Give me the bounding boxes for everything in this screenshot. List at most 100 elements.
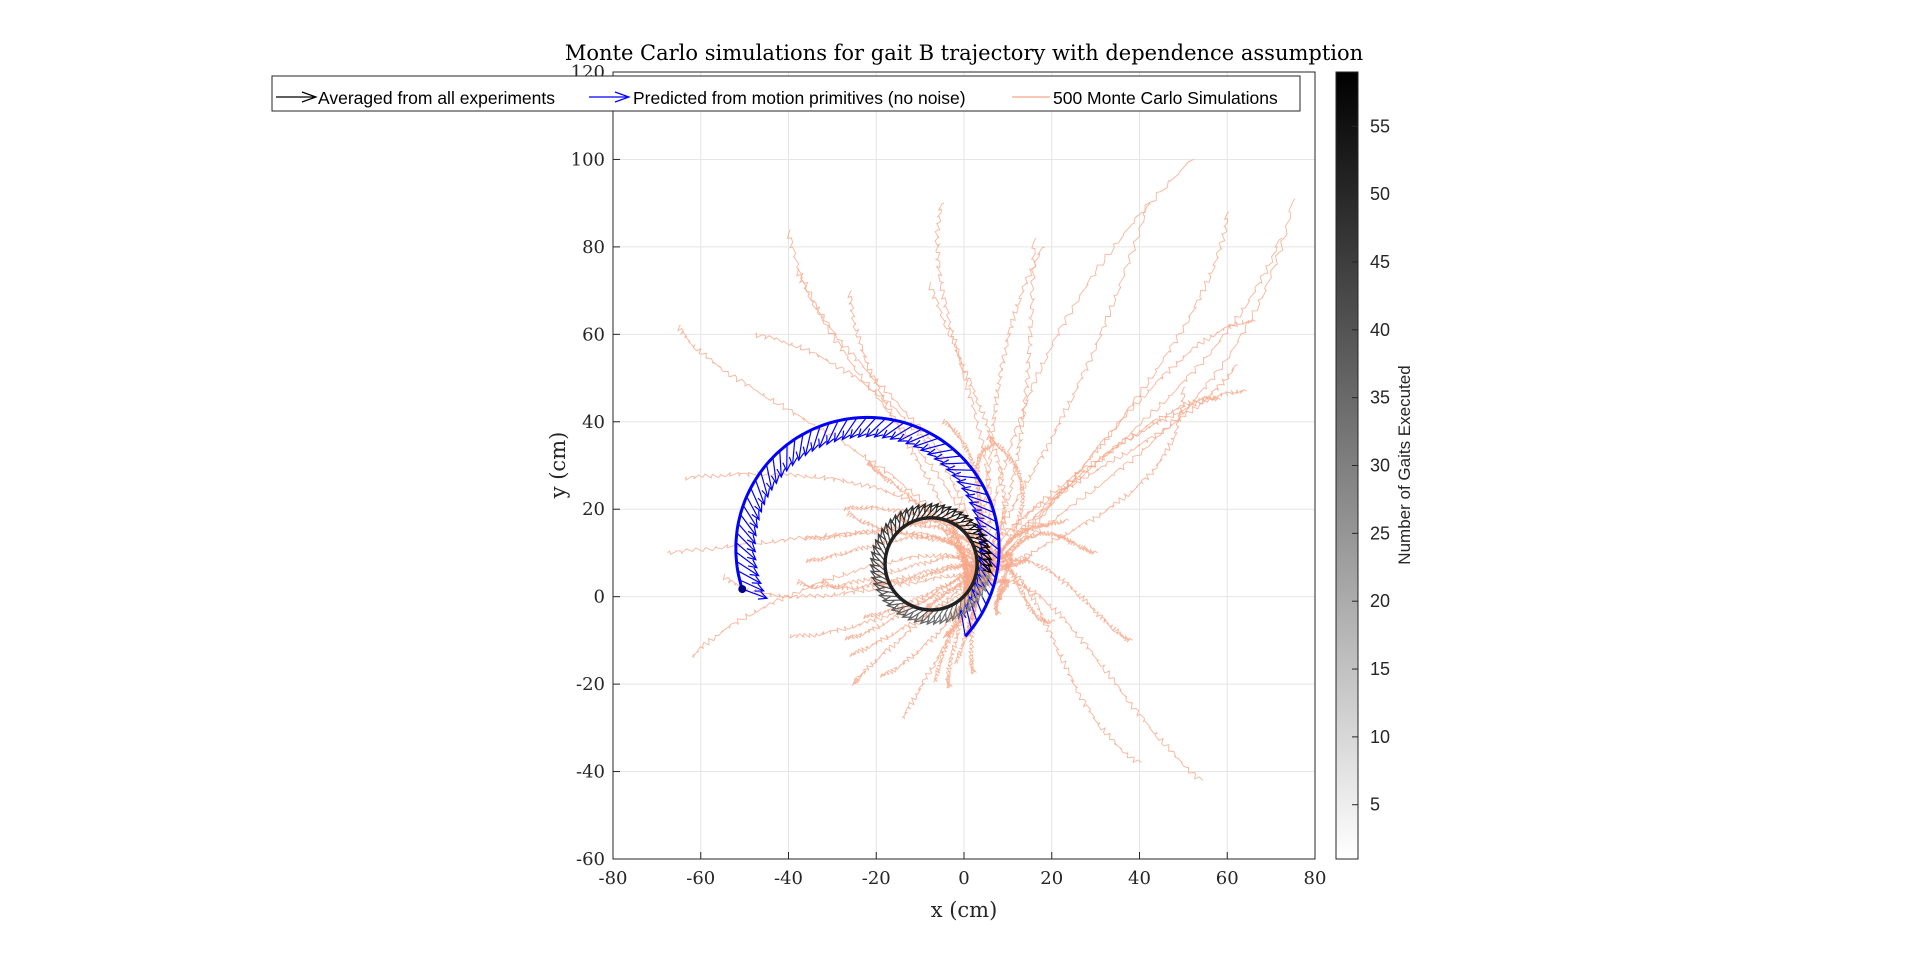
colorbar-tick-label: 50 xyxy=(1370,184,1390,204)
predicted-arrow xyxy=(818,422,830,449)
averaged-arrow xyxy=(869,563,887,577)
averaged-arrow xyxy=(964,591,974,613)
predicted-arrow xyxy=(736,560,760,577)
averaged-arrow xyxy=(968,587,978,608)
predicted-arrow xyxy=(939,459,968,469)
predicted-arrow xyxy=(765,464,775,492)
predicted-arrow xyxy=(760,471,771,499)
averaged-arrow xyxy=(964,529,986,539)
monte-carlo-line xyxy=(934,202,994,597)
averaged-arrow xyxy=(939,605,950,625)
predicted-arrow xyxy=(873,419,896,438)
colorbar-tick-label: 40 xyxy=(1370,320,1390,340)
predicted-arrow xyxy=(742,588,769,600)
y-tick-label: 80 xyxy=(582,237,605,258)
averaged-arrow xyxy=(870,576,891,586)
predicted-arrow xyxy=(912,437,939,449)
predicted-arrow xyxy=(841,417,858,441)
colorbar-ticks: 5 10 15 20 25 30 35 40 45 50 55 xyxy=(1352,116,1390,815)
legend-entry-averaged: Averaged from all experiments xyxy=(276,88,555,108)
averaged-arrow xyxy=(975,573,987,593)
averaged-arrow xyxy=(945,603,954,624)
y-tick-label: 100 xyxy=(571,149,605,170)
colorbar-title: Number of Gaits Executed xyxy=(1395,365,1414,564)
averaged-arrow xyxy=(919,502,933,520)
averaged-arrow xyxy=(975,553,993,568)
averaged-arrow xyxy=(976,568,989,587)
x-tick-label: -80 xyxy=(599,868,628,889)
averaged-arrow xyxy=(900,507,910,528)
legend-box xyxy=(271,75,1301,112)
predicted-arrow xyxy=(736,532,757,553)
averaged-arrow xyxy=(926,608,941,626)
y-tick-label: 60 xyxy=(582,324,605,345)
averaged-arrow xyxy=(895,606,916,616)
colorbar: 5 10 15 20 25 30 35 40 45 50 55 Number of Gaits Ex… xyxy=(1335,71,1414,860)
colorbar-tick-label: 55 xyxy=(1370,116,1390,136)
x-tick-label: -40 xyxy=(774,868,803,889)
x-tick-label: 60 xyxy=(1216,868,1239,889)
legend-arrow-icon-head xyxy=(614,91,631,103)
monte-carlo-line xyxy=(805,534,971,597)
predicted-arrow xyxy=(737,570,763,584)
predicted-arrow xyxy=(735,551,759,569)
averaged-arrow xyxy=(976,563,991,580)
predicted-series xyxy=(734,415,1001,638)
averaged-arrow xyxy=(974,548,993,561)
averaged-arrow xyxy=(885,600,907,609)
predicted-arrow xyxy=(889,425,914,440)
averaged-arrow xyxy=(869,570,889,582)
predicted-arrow xyxy=(742,505,759,529)
predicted-arrow xyxy=(945,465,974,475)
x-tick-label: -60 xyxy=(686,868,715,889)
averaged-arrow xyxy=(974,578,984,598)
averaged-path xyxy=(883,516,979,612)
predicted-arrow xyxy=(897,428,923,442)
averaged-arrow xyxy=(939,508,959,520)
legend-entry-predicted: Predicted from motion primitives (no noi… xyxy=(589,88,966,108)
predicted-arrow xyxy=(776,450,786,479)
averaged-arrow xyxy=(929,503,946,519)
predicted-arrow xyxy=(739,579,765,592)
y-tick-label: -20 xyxy=(576,674,605,695)
predicted-arrow xyxy=(904,432,931,445)
y-tick-label: -60 xyxy=(576,849,605,870)
x-tick-label: 20 xyxy=(1040,868,1063,889)
predicted-arrow xyxy=(849,417,867,440)
averaged-arrow xyxy=(891,513,900,535)
legend-label: 500 Monte Carlo Simulations xyxy=(1053,88,1278,108)
predicted-arrow xyxy=(750,487,763,514)
legend: Averaged from all experiments Predicted … xyxy=(271,75,1301,112)
predicted-arrow xyxy=(950,471,979,481)
monte-carlo-line xyxy=(963,434,1026,598)
x-axis: -80 -60 -40 -20 0 20 40 60 80 xyxy=(599,852,1327,889)
averaged-arrow xyxy=(895,510,905,532)
averaged-arrow xyxy=(950,601,959,622)
averaged-arrow xyxy=(869,557,887,572)
averaged-arrow xyxy=(944,511,964,521)
averaged-arrow xyxy=(967,534,989,544)
averaged-arrow xyxy=(934,505,952,519)
averaged-arrow xyxy=(874,586,896,596)
predicted-arrow xyxy=(810,426,821,453)
averaged-arrow xyxy=(886,517,896,539)
predicted-arrow xyxy=(956,478,984,488)
predicted-arrow xyxy=(857,417,877,439)
predicted-end-marker xyxy=(738,585,747,594)
colorbar-tick-label: 30 xyxy=(1370,456,1390,476)
legend-label: Averaged from all experiments xyxy=(318,88,555,108)
averaged-arrow xyxy=(910,503,920,523)
averaged-arrow xyxy=(948,513,970,523)
colorbar-tick-label: 45 xyxy=(1370,252,1390,272)
x-tick-label: 80 xyxy=(1304,868,1327,889)
predicted-arrow xyxy=(739,514,757,537)
predicted-arrow xyxy=(933,453,961,463)
averaged-arrow xyxy=(914,502,927,521)
predicted-arrow xyxy=(735,541,757,561)
y-tick-label: 40 xyxy=(582,412,605,433)
averaged-arrow xyxy=(955,598,965,620)
colorbar-tick-label: 35 xyxy=(1370,388,1390,408)
averaged-arrow xyxy=(924,502,940,519)
averaged-arrow xyxy=(872,544,886,562)
x-tick-label: -20 xyxy=(862,868,891,889)
